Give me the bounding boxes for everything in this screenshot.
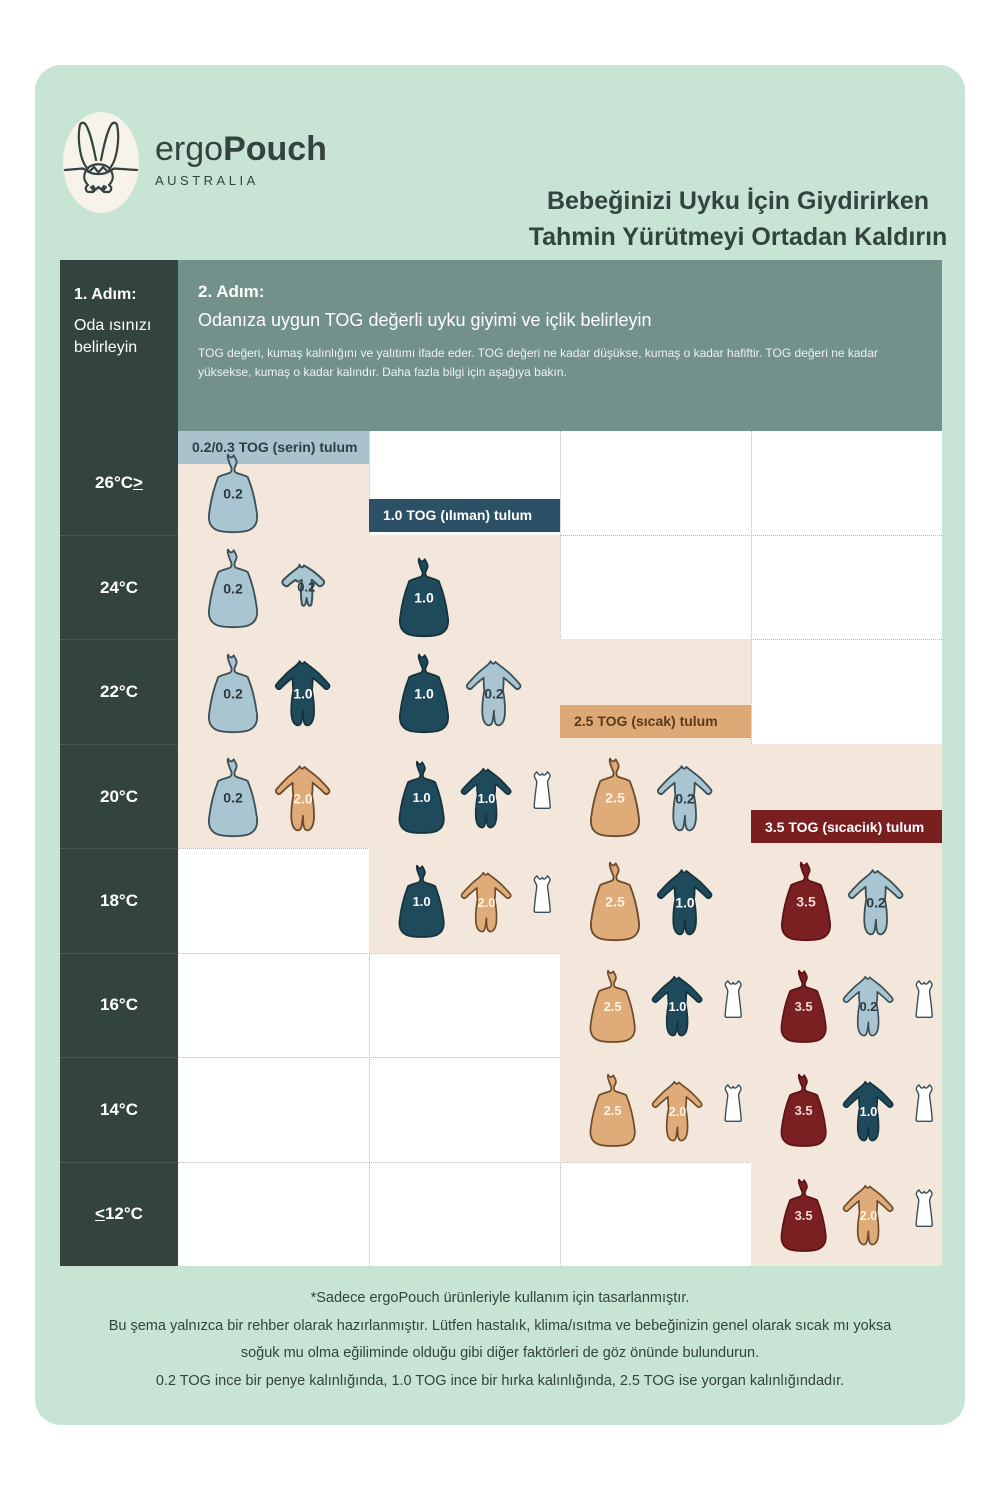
svg-text:0.2: 0.2: [675, 791, 694, 806]
svg-text:3.5: 3.5: [795, 1208, 813, 1223]
svg-text:1.0: 1.0: [414, 685, 434, 701]
svg-text:1.0: 1.0: [669, 1000, 687, 1014]
svg-text:1.0: 1.0: [293, 686, 312, 701]
svg-text:1.0: 1.0: [413, 790, 431, 805]
svg-text:2.5: 2.5: [604, 1103, 622, 1118]
svg-text:2.5: 2.5: [604, 999, 622, 1014]
svg-text:1.0: 1.0: [478, 791, 496, 805]
svg-text:1.0: 1.0: [860, 1105, 878, 1119]
svg-text:2.0: 2.0: [293, 791, 312, 806]
svg-text:1.0: 1.0: [414, 590, 434, 606]
svg-text:3.5: 3.5: [795, 1103, 813, 1118]
svg-text:2.5: 2.5: [605, 789, 625, 805]
svg-text:0.2: 0.2: [860, 1000, 878, 1014]
svg-text:3.5: 3.5: [796, 894, 816, 910]
svg-text:0.2: 0.2: [866, 895, 885, 910]
svg-text:0.2: 0.2: [223, 789, 243, 805]
svg-text:0.2: 0.2: [223, 685, 243, 701]
svg-text:0.2: 0.2: [484, 686, 503, 701]
svg-text:2.0: 2.0: [478, 896, 496, 910]
svg-text:2.0: 2.0: [669, 1105, 687, 1119]
svg-text:0.2: 0.2: [297, 579, 315, 594]
svg-text:2.0: 2.0: [860, 1209, 878, 1223]
svg-text:2.5: 2.5: [605, 894, 625, 910]
svg-text:0.2: 0.2: [223, 485, 243, 501]
svg-text:0.2: 0.2: [223, 581, 243, 597]
svg-text:3.5: 3.5: [795, 999, 813, 1014]
svg-text:1.0: 1.0: [413, 894, 431, 909]
svg-text:1.0: 1.0: [675, 895, 694, 910]
